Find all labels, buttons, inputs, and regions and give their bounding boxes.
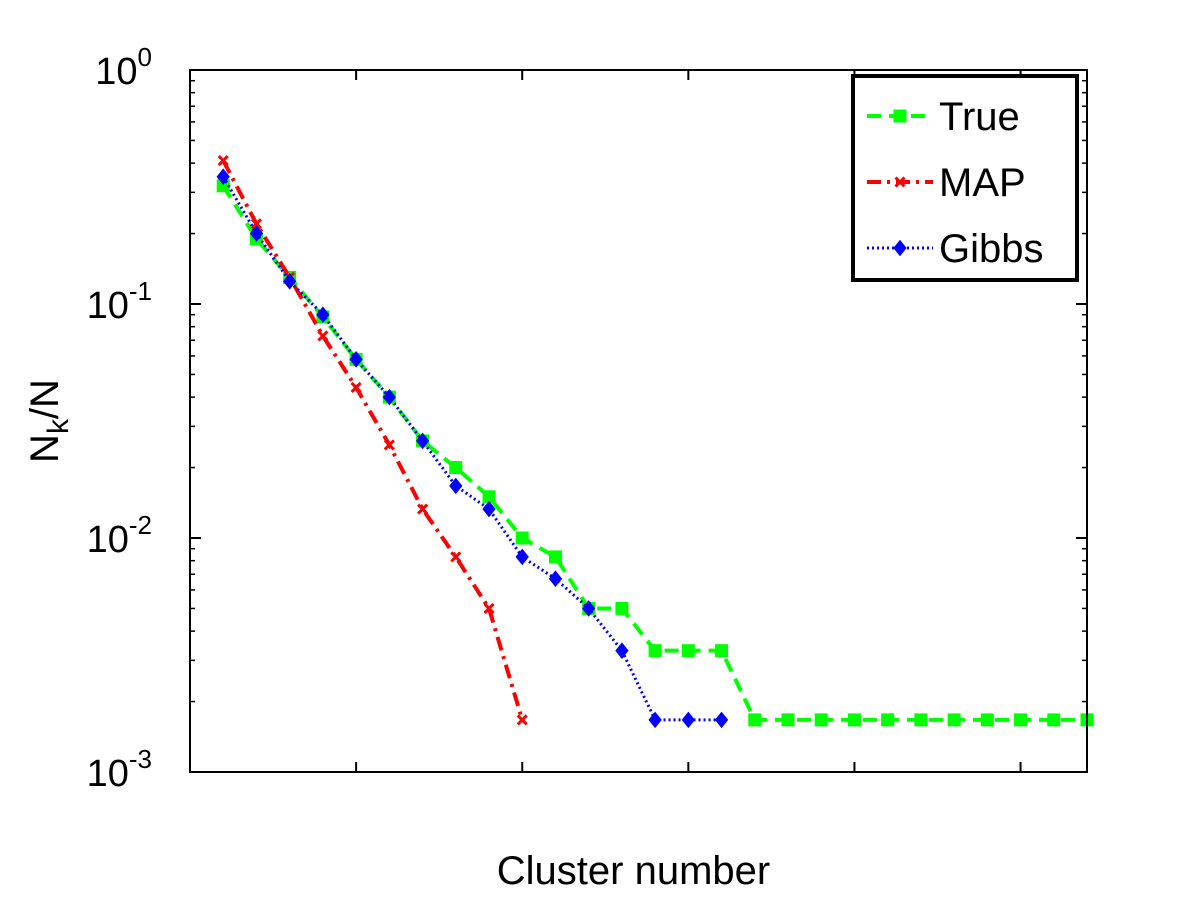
data-point-gibbs	[681, 711, 695, 729]
data-point-true	[814, 713, 828, 727]
data-point-gibbs	[482, 500, 496, 518]
data-point-gibbs	[316, 306, 330, 324]
y-axis-title-sub: k	[42, 418, 75, 434]
data-point-true	[914, 713, 928, 727]
y-tick-exponent: -1	[129, 276, 152, 306]
data-point-true	[881, 713, 895, 727]
data-point-true	[548, 550, 562, 564]
axes-box	[189, 69, 1088, 773]
series-map	[217, 155, 528, 726]
y-tick-exponent: 0	[138, 42, 152, 72]
data-point-true	[648, 644, 662, 658]
data-point-true	[681, 644, 695, 658]
y-tick-label: 10-3	[87, 744, 152, 795]
legend-marker	[894, 176, 906, 188]
legend-item-true: True	[867, 95, 1020, 139]
y-tick-label: 10-2	[87, 510, 152, 561]
plot-area	[216, 155, 1094, 729]
data-point-gibbs	[548, 570, 563, 587]
y-tick-label: 100	[95, 42, 152, 93]
data-point-gibbs	[349, 351, 363, 368]
y-tick-label: 10-1	[87, 276, 152, 327]
data-point-gibbs	[714, 711, 729, 729]
data-point-map	[516, 714, 528, 726]
y-tick-base: 10	[87, 285, 129, 327]
data-point-true	[1047, 713, 1061, 727]
data-point-gibbs	[449, 477, 463, 495]
x-axis-title: Cluster number	[497, 849, 770, 893]
data-point-gibbs	[615, 642, 629, 659]
data-point-map	[383, 439, 395, 451]
legend-label: True	[939, 95, 1020, 139]
data-point-gibbs	[283, 273, 297, 290]
y-tick-exponent: -2	[129, 510, 152, 540]
data-point-map	[217, 155, 229, 167]
data-point-gibbs	[382, 388, 396, 406]
legend-marker	[893, 239, 907, 257]
data-point-gibbs	[515, 548, 529, 566]
legend-box	[851, 74, 1079, 282]
data-point-gibbs	[648, 711, 662, 729]
data-point-true	[449, 461, 463, 475]
data-point-gibbs	[582, 600, 596, 617]
legend-label: Gibbs	[939, 227, 1044, 271]
y-tick-base: 10	[95, 51, 137, 93]
series-line-gibbs	[221, 175, 722, 722]
y-axis-title-tail: /N	[23, 379, 67, 419]
legend-item-map: MAP	[867, 161, 1026, 205]
data-point-true	[515, 531, 529, 545]
series-gibbs	[216, 168, 729, 729]
data-point-map	[483, 602, 495, 615]
data-point-true	[980, 713, 994, 727]
data-point-map	[350, 381, 362, 393]
data-point-map	[450, 551, 462, 563]
data-point-true	[615, 601, 629, 615]
data-point-map	[416, 503, 429, 515]
data-point-true	[748, 713, 762, 727]
legend: True MAP Gibbs	[851, 74, 1079, 282]
y-tick-base: 10	[87, 753, 129, 795]
data-point-true	[781, 713, 795, 727]
legend-marker	[893, 109, 907, 123]
data-point-gibbs	[249, 225, 264, 242]
data-point-map	[317, 330, 329, 342]
legend-item-gibbs: Gibbs	[867, 227, 1044, 271]
data-point-true	[847, 713, 861, 727]
data-point-gibbs	[415, 432, 430, 450]
data-point-true	[715, 644, 729, 658]
y-axis-title: Nk/N	[23, 379, 75, 463]
series-line-map	[221, 159, 525, 721]
legend-label: MAP	[939, 161, 1026, 205]
data-point-true	[947, 713, 961, 727]
y-tick-base: 10	[87, 519, 129, 561]
y-axis-title-main: N	[23, 434, 67, 463]
data-point-gibbs	[216, 168, 230, 185]
y-tick-exponent: -3	[129, 744, 152, 774]
data-point-true	[1014, 713, 1028, 727]
data-point-map	[250, 218, 263, 230]
